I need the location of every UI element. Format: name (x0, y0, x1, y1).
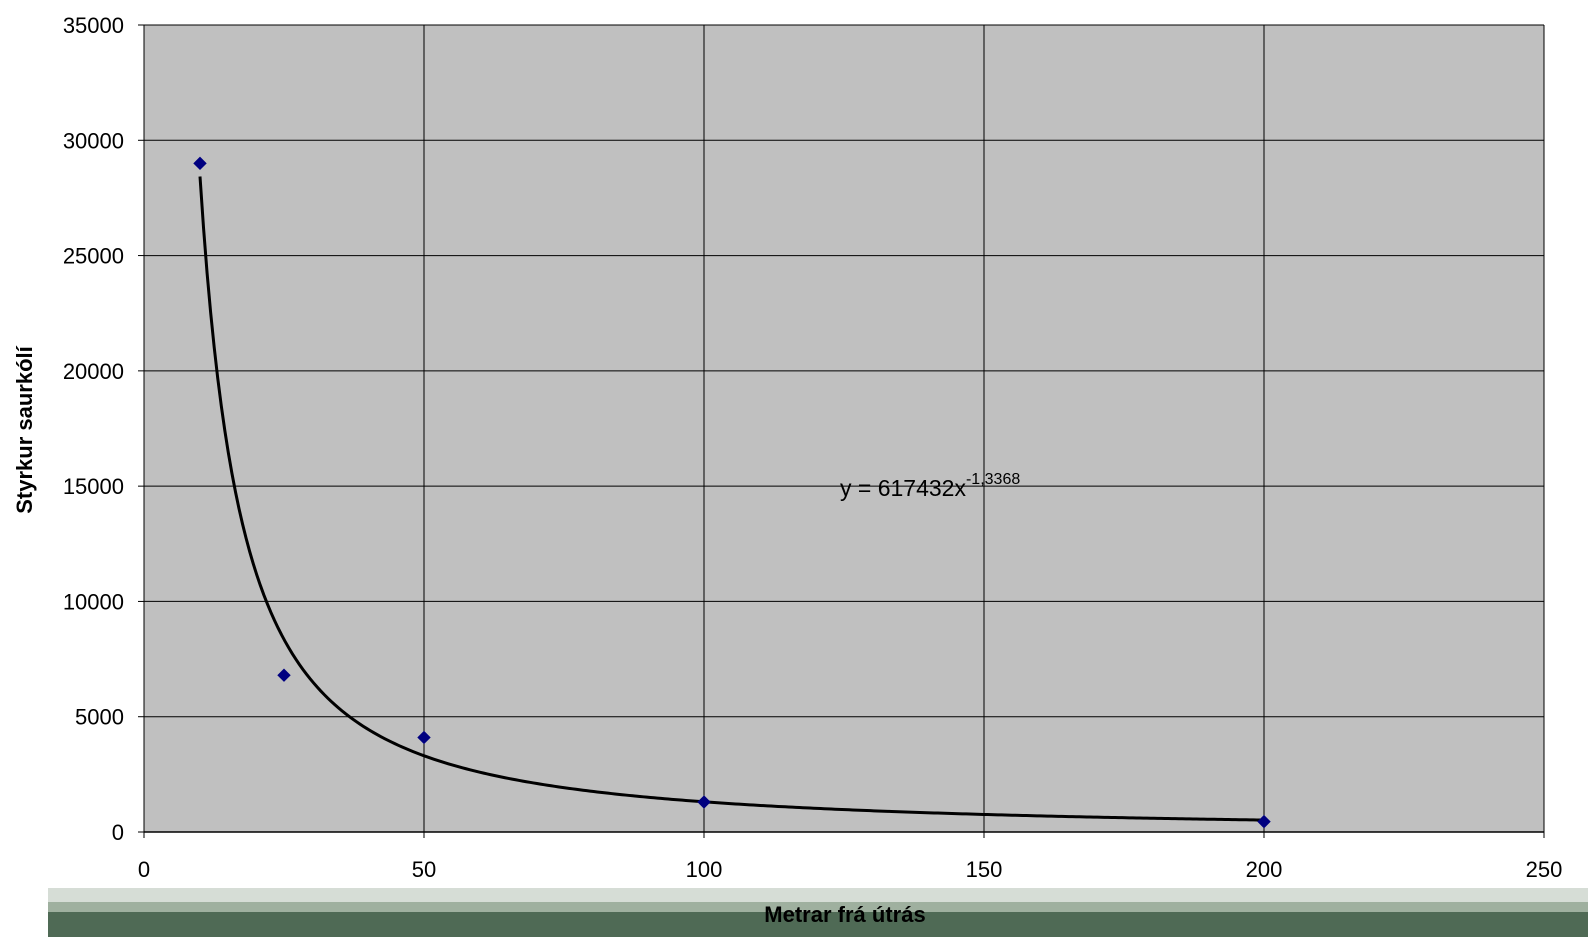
y-tick-label: 25000 (63, 244, 124, 269)
equation-exponent: -1,3368 (966, 471, 1020, 488)
plot-area (144, 25, 1544, 832)
data-point-marker (193, 156, 207, 171)
x-tick-label: 50 (412, 857, 436, 882)
trendline (198, 176, 1265, 822)
trendline-equation: y = 617432x-1,3368 (840, 471, 1020, 501)
x-tick-label: 0 (138, 857, 150, 882)
axes (143, 25, 1544, 833)
y-tick-label: 20000 (63, 359, 124, 384)
y-tick-label: 5000 (75, 705, 124, 730)
equation-base: y = 617432x (840, 475, 966, 501)
x-tick-label: 250 (1526, 857, 1563, 882)
y-axis-label: Styrkur saurkólí (12, 345, 37, 513)
data-point-marker (277, 668, 291, 682)
footer-band-light (48, 888, 1588, 902)
footer-band-mid (48, 902, 1588, 912)
y-tick-label: 30000 (63, 128, 124, 153)
grid-lines (144, 24, 1545, 832)
y-axis-ticks: 0 5000 10000 15000 20000 25000 30000 35000 (63, 13, 144, 845)
data-point-marker (697, 795, 711, 809)
x-tick-label: 200 (1246, 857, 1283, 882)
x-axis-ticks: 0 50 100 150 200 250 (138, 832, 1562, 882)
data-points (193, 156, 1271, 829)
y-tick-label: 0 (112, 820, 124, 845)
y-tick-label: 35000 (63, 13, 124, 38)
y-tick-label: 10000 (63, 589, 124, 614)
data-point-marker (417, 730, 431, 745)
x-tick-label: 150 (966, 857, 1003, 882)
data-point-marker (1257, 814, 1271, 829)
footer-band-dark (48, 912, 1588, 937)
x-tick-label: 100 (686, 857, 723, 882)
y-tick-label: 15000 (63, 474, 124, 499)
